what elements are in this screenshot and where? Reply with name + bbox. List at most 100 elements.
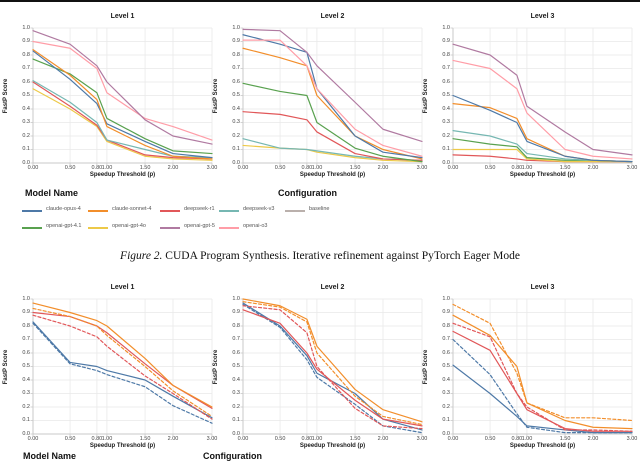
series-line-openai-gpt-4.1: [242, 82, 423, 163]
y-tick-label: 0.3: [232, 119, 240, 125]
series-line-deepseek-r1: [242, 309, 423, 427]
y-tick-label: 0.1: [442, 417, 450, 423]
series-line-claude-sonnet-4: [242, 47, 423, 160]
x-tick-label: 2.00: [167, 436, 179, 442]
x-tick-label: 0.00: [27, 436, 39, 442]
y-tick-label: 0.2: [232, 403, 240, 410]
y-tick-label: 0.7: [22, 65, 30, 71]
y-tick-label: 0.1: [22, 146, 30, 152]
y-tick-label: 0.5: [442, 363, 450, 369]
chart-title: Level 2: [320, 13, 345, 20]
y-tick-label: 1.0: [442, 24, 450, 31]
legend-swatch-icon: [219, 210, 239, 212]
x-tick-label: 0.80: [511, 165, 523, 171]
x-tick-label: 3.00: [626, 436, 638, 442]
x-tick-label: 0.80: [301, 436, 313, 442]
y-tick-label: 0.8: [232, 322, 240, 329]
x-tick-label: 2.00: [587, 436, 599, 442]
x-tick-label: 0.00: [237, 436, 249, 442]
y-tick-label: 0.8: [442, 322, 450, 329]
plot-area: [240, 298, 423, 437]
chart-bottom-level2: Level 2 FastP Score 0.0 0.1 0.2 0.3 0.4 0.5 0.6 0…: [213, 284, 427, 449]
y-tick-label: 0.8: [22, 322, 30, 329]
chart-title: Level 1: [110, 284, 135, 291]
chart-top-level3: Level 3 FastP Score 0.0 0.1 0.2 0.3 0.4 0.5 0.6 0…: [423, 13, 637, 178]
y-tick-label: 1.0: [442, 295, 450, 302]
caption-figure-label: Figure 2.: [120, 250, 163, 262]
legend-swatch-icon: [88, 227, 108, 229]
y-tick-label: 0.9: [22, 38, 30, 44]
plot-area: [450, 298, 633, 437]
x-tick-label: 0.50: [64, 436, 76, 442]
series-line-deepseek-r1-dashed: [452, 322, 633, 432]
y-tick-label: 0.6: [22, 78, 30, 85]
chart-title: Level 3: [530, 284, 555, 291]
x-tick-label: 1.50: [139, 436, 151, 442]
top-divider: [0, 0, 640, 2]
y-tick-label: 0.6: [232, 78, 240, 85]
series-line-deepseek-r1-dashed: [242, 305, 423, 430]
x-tick-label: 0.00: [447, 436, 459, 442]
y-tick-label: 0.7: [232, 336, 240, 342]
x-tick-label: 0.80: [301, 165, 313, 171]
x-tick-label: 0.50: [484, 436, 496, 442]
caption-text: CUDA Program Synthesis. Iterative refine…: [162, 250, 520, 262]
x-tick-label: 0.00: [447, 165, 459, 171]
x-tick-label: 1.00: [101, 165, 113, 171]
y-tick-label: 0.3: [442, 390, 450, 396]
x-tick-label: 3.00: [206, 436, 218, 442]
series-line-claude-sonnet-4: [242, 298, 423, 423]
y-tick-label: 0.7: [22, 336, 30, 342]
x-tick-label: 1.50: [349, 436, 361, 442]
legend-label: openai-gpt-5: [184, 223, 215, 229]
y-tick-label: 0.4: [22, 376, 30, 383]
legend-label: claude-opus-4: [46, 206, 81, 212]
y-tick-label: 0.2: [232, 132, 240, 139]
y-tick-label: 0.2: [22, 132, 30, 139]
legend-label: claude-sonnet-4: [112, 206, 152, 212]
y-tick-label: 1.0: [22, 24, 30, 31]
y-tick-label: 0.5: [442, 92, 450, 98]
plot-area: [240, 27, 423, 166]
y-tick-label: 0.0: [232, 159, 240, 166]
y-tick-label: 0.0: [22, 159, 30, 166]
y-tick-label: 0.1: [22, 417, 30, 423]
series-line-claude-sonnet-4-dashed: [452, 303, 633, 422]
y-tick-label: 0.0: [22, 430, 30, 437]
series-line-claude-sonnet-4: [32, 49, 213, 160]
y-tick-label: 1.0: [232, 295, 240, 302]
x-axis-label: Speedup Threshold (p): [299, 172, 366, 178]
chart-bottom-level1: Level 1 FastP Score 0.0 0.1 0.2 0.3 0.4 0.5 0.6 0…: [3, 284, 217, 449]
y-tick-label: 0.8: [442, 51, 450, 58]
legend-swatch-icon: [160, 210, 180, 212]
x-axis-label: Speedup Threshold (p): [509, 443, 576, 449]
y-tick-label: 0.3: [232, 390, 240, 396]
series-line-openai-o3: [452, 59, 633, 160]
series-line-deepseek-r1-dashed: [32, 314, 213, 420]
x-tick-label: 0.00: [237, 165, 249, 171]
y-tick-label: 0.4: [442, 376, 450, 383]
y-tick-label: 0.0: [442, 430, 450, 437]
x-tick-label: 1.00: [311, 436, 323, 442]
y-tick-label: 0.2: [442, 132, 450, 139]
series-line-openai-gpt-5: [242, 28, 423, 143]
x-tick-label: 3.00: [416, 436, 428, 442]
y-tick-label: 0.3: [442, 119, 450, 125]
chart-top-level1: Level 1 FastP Score 0.0 0.1 0.2 0.3 0.4 0.5 0.6 0…: [3, 13, 217, 178]
x-tick-label: 3.00: [206, 165, 218, 171]
y-tick-label: 0.9: [442, 38, 450, 44]
x-tick-label: 0.50: [64, 165, 76, 171]
legend-swatch-icon: [160, 227, 180, 229]
y-tick-label: 0.0: [442, 159, 450, 166]
x-tick-label: 1.00: [521, 436, 533, 442]
y-tick-label: 0.0: [232, 430, 240, 437]
y-tick-label: 0.5: [232, 363, 240, 369]
y-tick-label: 0.9: [232, 38, 240, 44]
chart-title: Level 3: [530, 13, 555, 20]
y-tick-label: 0.6: [442, 349, 450, 356]
y-tick-label: 0.1: [232, 146, 240, 152]
legend-swatch-icon: [22, 227, 42, 229]
legend-bottom-model-name-title: Model Name: [23, 451, 77, 461]
series-line-claude-opus-4: [242, 34, 423, 159]
legend-label: openai-gpt-4.1: [46, 223, 82, 229]
